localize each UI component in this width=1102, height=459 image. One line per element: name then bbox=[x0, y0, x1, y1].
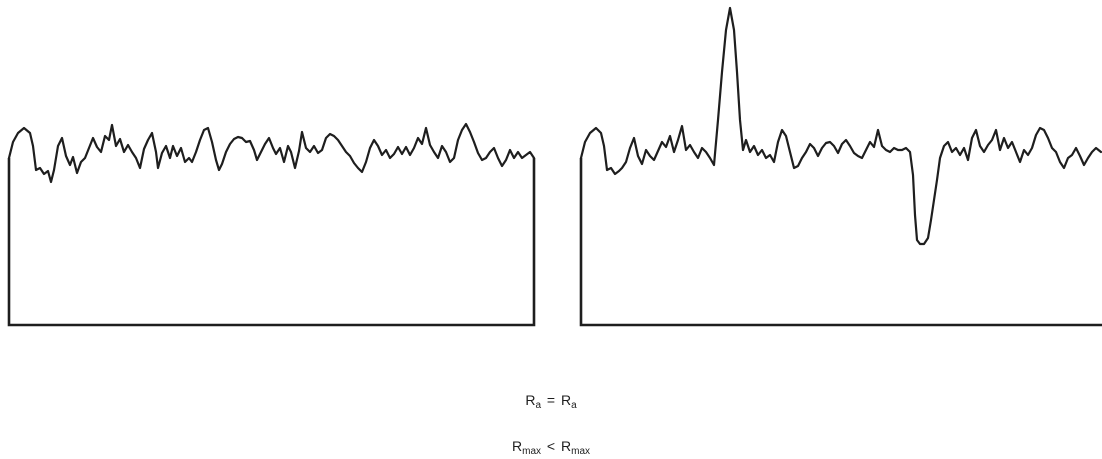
right-profile-roughness-trace bbox=[579, 6, 1102, 246]
caption-2-operator: < bbox=[546, 438, 556, 454]
right-profile-base bbox=[579, 158, 1102, 327]
right-profile-group bbox=[579, 6, 1102, 327]
profiles-svg bbox=[7, 6, 1102, 327]
caption-ra-equal: Ra = Ra bbox=[0, 391, 1102, 411]
left-profile-group bbox=[7, 122, 536, 327]
left-profile-roughness-trace bbox=[7, 122, 536, 184]
caption-1-right: Ra bbox=[560, 392, 577, 411]
caption-2-left: Rmax bbox=[511, 438, 542, 457]
caption-1-operator: = bbox=[546, 392, 556, 408]
caption-2-right: Rmax bbox=[560, 438, 591, 457]
caption-1-left: Ra bbox=[525, 392, 542, 411]
left-profile-base bbox=[7, 158, 536, 327]
caption-rmax-less: Rmax < Rmax bbox=[0, 437, 1102, 457]
